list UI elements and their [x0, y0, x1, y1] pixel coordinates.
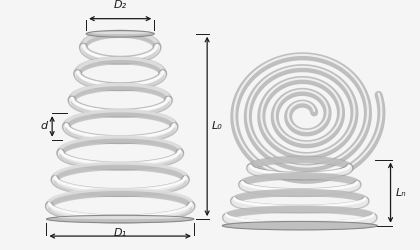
Text: D₁: D₁: [114, 228, 127, 238]
Ellipse shape: [58, 216, 183, 219]
Ellipse shape: [86, 30, 154, 37]
Ellipse shape: [222, 222, 377, 230]
Text: L₀: L₀: [212, 122, 223, 132]
Text: D₂: D₂: [114, 0, 127, 10]
Ellipse shape: [47, 215, 194, 223]
Text: d: d: [40, 122, 47, 132]
Text: Lₙ: Lₙ: [395, 188, 406, 198]
Ellipse shape: [91, 32, 149, 34]
